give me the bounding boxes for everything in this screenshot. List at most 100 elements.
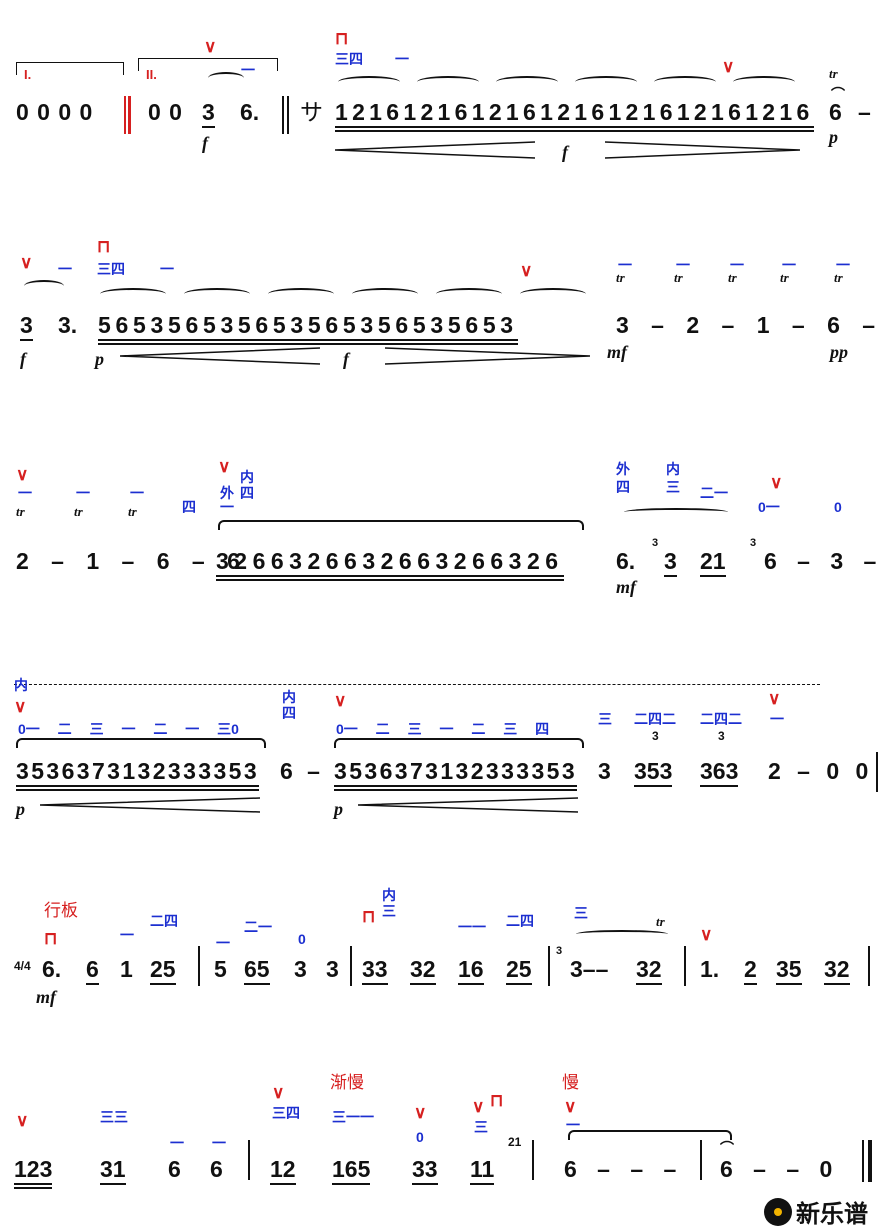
note: 6. (616, 548, 636, 574)
volta-2-label: II. (146, 67, 157, 82)
fingering: 四 (182, 499, 196, 515)
note-pair: 21 (700, 550, 726, 577)
fingering: 三三 (100, 1109, 128, 1125)
fingering: 一 (18, 485, 32, 501)
up-bow-mark: ∨ (770, 473, 783, 492)
dynamic-p: p (829, 127, 838, 147)
dash: – (858, 99, 871, 125)
barline (248, 1140, 250, 1180)
trill-mark: tr (674, 270, 683, 285)
note: 3 (664, 550, 677, 577)
grace-note: 3 (652, 537, 659, 549)
barline (700, 1140, 702, 1180)
down-bow-mark: ⊓ (362, 907, 376, 926)
down-bow-mark: ⊓ (490, 1091, 504, 1110)
barline (684, 946, 686, 986)
fingering: 一 (836, 257, 850, 273)
slur (624, 508, 728, 516)
note-pair: 31 (100, 1158, 126, 1185)
dynamic-mf: mf (36, 987, 56, 1007)
fingering: 三 (666, 479, 680, 495)
fingering: 一 (76, 485, 90, 501)
note-group: 6 – – 0 (720, 1156, 833, 1182)
volta-bracket-1 (16, 62, 124, 75)
barline (350, 946, 352, 986)
note-run: 1216121612161216121612161216 (335, 101, 814, 132)
fingering: 三四 (272, 1105, 300, 1121)
up-bow-mark: ∨ (16, 465, 29, 484)
fingering: 0一 二 三 一 二 三 四 (336, 721, 550, 737)
note-group: 2 – 0 0 (768, 758, 869, 784)
barline-double (287, 96, 289, 134)
fingering: 一 (770, 711, 784, 727)
repeat-barline (128, 96, 131, 134)
note-pair: 32 (410, 958, 436, 985)
crescendo (40, 797, 260, 813)
dynamic-mf: mf (616, 577, 636, 597)
fingering: 一 (241, 62, 255, 78)
dynamic-f: f (20, 349, 26, 369)
time-signature: 4/4 (14, 959, 31, 973)
trill-mark: tr (780, 270, 789, 285)
note: 6. (42, 956, 62, 982)
slur (334, 738, 584, 748)
note: 2 (744, 958, 757, 985)
dynamic-p: p (95, 349, 104, 369)
note: 3 (202, 101, 215, 128)
fingering: 一 (160, 261, 174, 277)
slur (436, 288, 502, 300)
slur (575, 76, 637, 88)
note-pair: 65 (244, 958, 270, 985)
dynamic-f: f (202, 133, 208, 153)
logo: 新乐谱 (764, 1194, 868, 1229)
fingering: 外 (220, 485, 234, 501)
fingering: 三四 (97, 261, 125, 277)
fingering: 四 (240, 485, 254, 501)
fingering: 三 (598, 711, 612, 727)
slur (218, 520, 584, 530)
fingering: 内 (382, 887, 396, 903)
trill-mark: tr (16, 504, 25, 519)
up-bow-mark: ∨ (564, 1097, 577, 1116)
note-group: 6 – – – (564, 1156, 677, 1182)
trill-mark: tr (74, 504, 83, 519)
fingering: 0一 二 三 一 二 一 三0 (18, 721, 239, 737)
note-pair: 32 (636, 958, 662, 985)
fingering: 二一 (700, 485, 728, 501)
fingering: 内 (14, 677, 28, 693)
dynamic-p: p (334, 799, 343, 819)
down-bow-mark: ⊓ (44, 929, 58, 948)
dynamic-f: f (562, 142, 568, 162)
note-group: 0 0 (148, 99, 182, 125)
fingering: 四 (282, 705, 296, 721)
fingering: 二四二 (634, 711, 676, 727)
slur (520, 288, 586, 300)
note-pair: 12 (270, 1158, 296, 1185)
note-pair: 32 (824, 958, 850, 985)
fingering: 一 (170, 1135, 184, 1151)
down-bow-mark: ⊓ (97, 237, 111, 256)
note-group: 0 0 0 0 (16, 99, 93, 125)
fingering: 三四 (335, 51, 363, 67)
fingering: 一 (730, 257, 744, 273)
dynamic-p: p (16, 799, 25, 819)
fingering: 三 (574, 905, 588, 921)
slur (352, 288, 418, 300)
note-run: 3266326632663266326 (216, 550, 564, 581)
fingering: 二四 (150, 913, 178, 929)
fingering: 一一 (458, 919, 486, 935)
tuplet-mark: 3 (718, 729, 725, 743)
note-pair: 33 (412, 1158, 438, 1185)
final-barline-thin (862, 1140, 864, 1182)
up-bow-mark: ∨ (334, 691, 347, 710)
fingering: 三 (474, 1119, 488, 1135)
up-bow-mark: ∨ (20, 253, 33, 272)
fingering: 内 (282, 689, 296, 705)
slur (208, 72, 244, 84)
slur (576, 930, 668, 938)
note-group: 6 – (280, 758, 320, 784)
grace-notes: 21 (508, 1135, 522, 1149)
slur (417, 76, 479, 88)
dashed-line (14, 684, 820, 685)
slur (733, 76, 795, 88)
